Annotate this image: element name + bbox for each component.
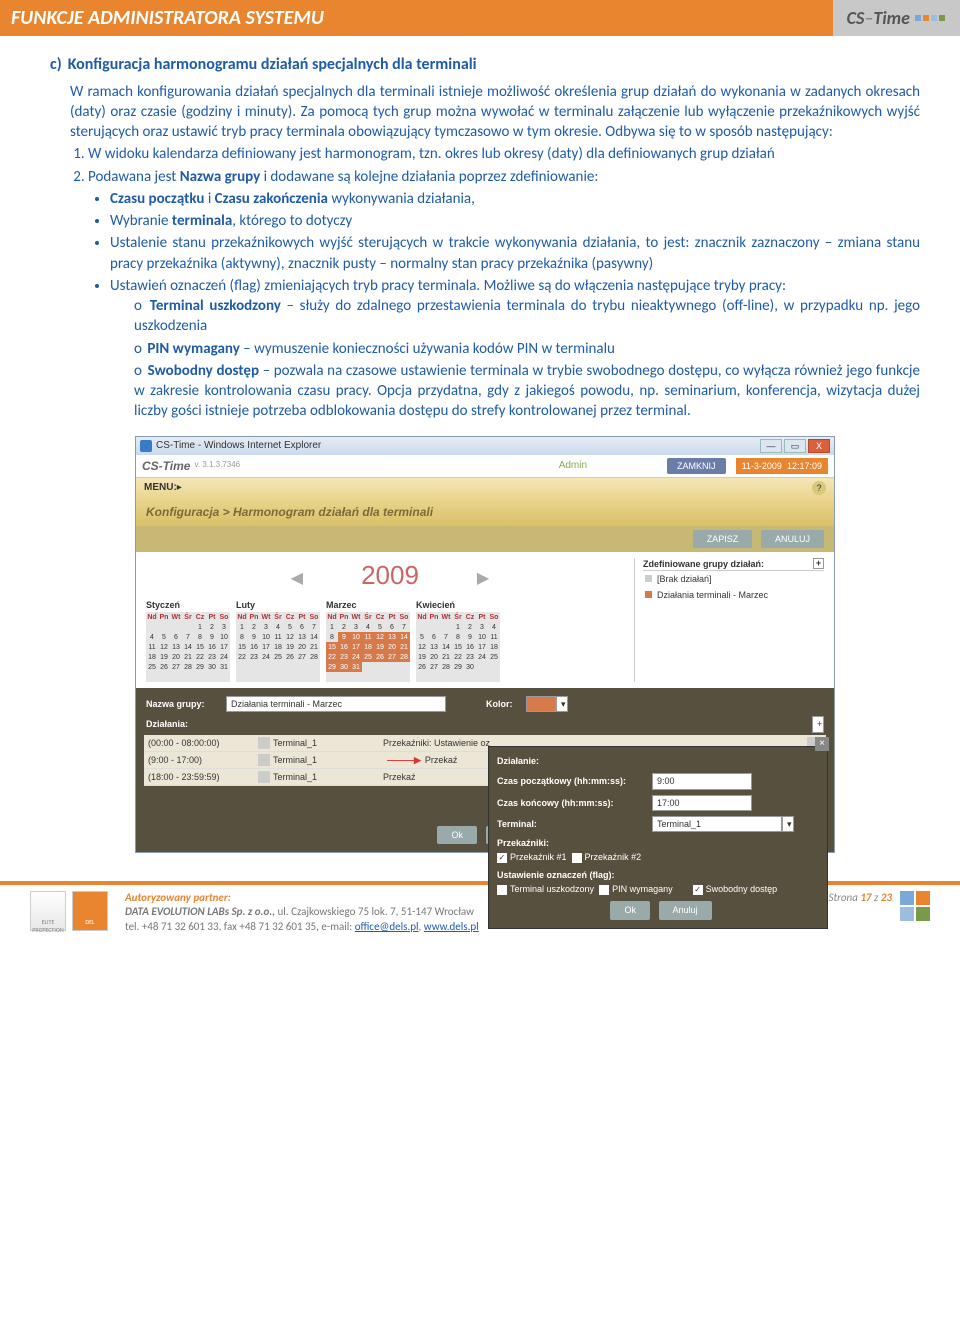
- dialog-cancel-button[interactable]: Anuluj: [659, 901, 712, 919]
- add-group-button[interactable]: +: [813, 558, 824, 569]
- bullet-terminal: Wybranie terminala, którego to dotyczy: [110, 211, 920, 231]
- color-picker[interactable]: [526, 696, 556, 712]
- section-heading: c)Konfiguracja harmonogramu działań spec…: [50, 54, 920, 76]
- group-item[interactable]: [Brak działań]: [643, 571, 824, 587]
- app-logo: CS-Time: [142, 458, 190, 474]
- next-year-button[interactable]: ▶: [459, 568, 507, 590]
- relay2-checkbox[interactable]: [572, 853, 582, 863]
- year-label: 2009: [321, 558, 459, 599]
- header-bar: FUNKCJE ADMINISTRATORA SYSTEMU CS–Time: [0, 0, 960, 36]
- flag-pin-checkbox[interactable]: [599, 885, 609, 895]
- minimize-button[interactable]: —: [760, 439, 782, 453]
- dialog-close-button[interactable]: ×: [815, 737, 829, 751]
- embedded-screenshot: CS-Time - Windows Internet Explorer — ▭ …: [135, 436, 835, 854]
- add-action-button[interactable]: +: [812, 716, 824, 732]
- ie-icon: [140, 440, 152, 452]
- header-logo: CS–Time: [833, 0, 960, 36]
- email-link[interactable]: office@dels.pl: [355, 920, 419, 933]
- intro-paragraph: W ramach konfigurowania działań specjaln…: [70, 82, 920, 143]
- website-link[interactable]: www.dels.pl: [424, 920, 479, 933]
- page-header-title: FUNKCJE ADMINISTRATORA SYSTEMU: [3, 0, 833, 36]
- group-name-input[interactable]: Działania terminali - Marzec: [226, 696, 446, 712]
- menu-label[interactable]: MENU:: [144, 481, 177, 495]
- ok-button[interactable]: Ok: [437, 826, 477, 844]
- elite-logo: ELITEPROTECTION: [30, 891, 66, 931]
- end-time-input[interactable]: 17:00: [652, 795, 752, 811]
- bullet-time: Czasu początku i Czasu zakończenia wykon…: [110, 189, 920, 209]
- del-logo: DEL: [72, 891, 108, 931]
- maximize-button[interactable]: ▭: [784, 439, 806, 453]
- breadcrumb: Konfiguracja > Harmonogram działań dla t…: [136, 498, 834, 526]
- bullet-flags: Ustawień oznaczeń (flag) zmieniających t…: [110, 276, 920, 422]
- window-titlebar: CS-Time - Windows Internet Explorer — ▭ …: [136, 437, 834, 455]
- close-window-button[interactable]: X: [808, 439, 830, 453]
- square-logo-icon: [900, 891, 930, 921]
- save-button[interactable]: ZAPISZ: [693, 530, 753, 548]
- date-badge: 11-3-2009 12:17:09: [736, 458, 828, 474]
- action-dialog: × Działanie: Czas początkowy (hh:mm:ss):…: [488, 746, 828, 928]
- page-number: Strona 17 z 23: [828, 891, 892, 904]
- step-2: Podawana jest Nazwa grupy i dodawane są …: [88, 167, 920, 187]
- help-icon[interactable]: ?: [812, 481, 826, 495]
- flag-broken-checkbox[interactable]: [497, 885, 507, 895]
- dialog-ok-button[interactable]: Ok: [610, 901, 650, 919]
- logout-button[interactable]: ZAMKNIJ: [667, 458, 726, 474]
- prev-year-button[interactable]: ◀: [273, 568, 321, 590]
- current-user: Admin: [559, 459, 587, 473]
- relay1-checkbox[interactable]: [497, 853, 507, 863]
- step-1: W widoku kalendarza definiowany jest har…: [88, 144, 920, 164]
- bullet-relays: Ustalenie stanu przekaźnikowych wyjść st…: [110, 233, 920, 274]
- cancel-button[interactable]: ANULUJ: [761, 530, 824, 548]
- terminal-select[interactable]: Terminal_1: [652, 816, 782, 832]
- group-item[interactable]: Działania terminali - Marzec: [643, 587, 824, 603]
- start-time-input[interactable]: 9:00: [652, 773, 752, 789]
- flag-free-checkbox[interactable]: [693, 885, 703, 895]
